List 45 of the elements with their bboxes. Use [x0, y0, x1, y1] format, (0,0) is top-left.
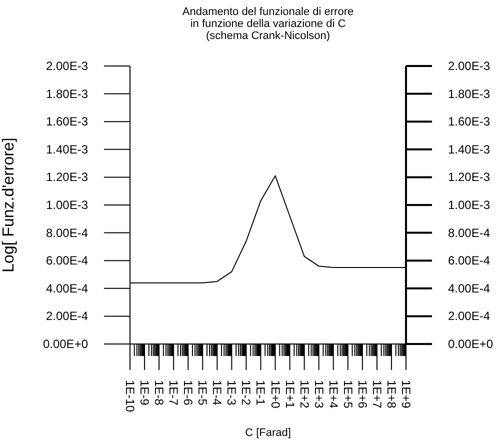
x-tick-label: 1E+1: [282, 380, 297, 409]
y2-tick-label: 1.00E-3: [448, 198, 490, 212]
x-tick-label: 1E-3: [224, 380, 239, 406]
x-tick-label: 1E-1: [254, 380, 268, 406]
y-tick-label: 0.00E+0: [42, 337, 88, 351]
y2-tick-label: 2.00E-4: [448, 309, 490, 324]
y2-tick-label: 6.00E-4: [448, 254, 490, 268]
y-tick-label: 2.00E-4: [46, 309, 88, 324]
y-tick-label: 1.00E-3: [46, 198, 88, 212]
x-tick-label: 1E+9: [399, 380, 413, 409]
x-tick-label: 1E+2: [297, 380, 312, 409]
x-axis-title: C [Farad]: [245, 427, 291, 439]
y2-tick-label: 0.00E+0: [448, 337, 494, 351]
y-tick-label: 1.60E-3: [46, 114, 88, 129]
y2-tick-label: 1.60E-3: [448, 114, 490, 129]
y-tick-label: 1.20E-3: [46, 170, 88, 184]
x-tick-label: 1E+7: [370, 380, 384, 409]
x-tick-label: 1E+6: [355, 380, 370, 409]
y2-tick-label: 1.80E-3: [448, 86, 490, 101]
y2-tick-label: 2.00E-3: [448, 59, 490, 73]
x-tick-label: 1E+3: [312, 380, 326, 409]
y-tick-label: 2.00E-3: [46, 59, 88, 73]
y2-tick-label: 1.40E-3: [448, 142, 490, 156]
y-tick-label: 1.40E-3: [46, 142, 88, 156]
x-tick-label: 1E-2: [239, 380, 254, 406]
y-tick-label: 4.00E-4: [46, 281, 88, 296]
y-tick-label: 6.00E-4: [46, 254, 88, 268]
x-tick-label: 1E+8: [384, 380, 398, 409]
x-tick-label: 1E-9: [138, 380, 152, 406]
x-tick-label: 1E-5: [196, 380, 210, 406]
x-tick-label: 1E-6: [181, 380, 196, 406]
y-tick-label: 1.80E-3: [46, 86, 88, 101]
y-axis-title: Log[ Funz.d'errore]: [0, 138, 18, 272]
y-tick-label: 8.00E-4: [46, 226, 88, 240]
x-tick-label: 1E-10: [123, 380, 137, 412]
y2-tick-label: 4.00E-4: [448, 281, 490, 296]
x-tick-label: 1E-8: [152, 380, 166, 406]
y2-tick-label: 1.20E-3: [448, 170, 490, 184]
x-tick-label: 1E+5: [340, 380, 355, 409]
x-tick-label: 1E+0: [268, 380, 282, 409]
y2-tick-label: 8.00E-4: [448, 226, 490, 240]
x-tick-label: 1E-7: [166, 380, 181, 406]
x-tick-label: 1E+4: [326, 380, 340, 409]
chart-title: Andamento del funzionale di errore in funzione della variazione di C (schema Crank-Nicolson): [181, 6, 355, 42]
x-tick-label: 1E-4: [210, 380, 224, 406]
